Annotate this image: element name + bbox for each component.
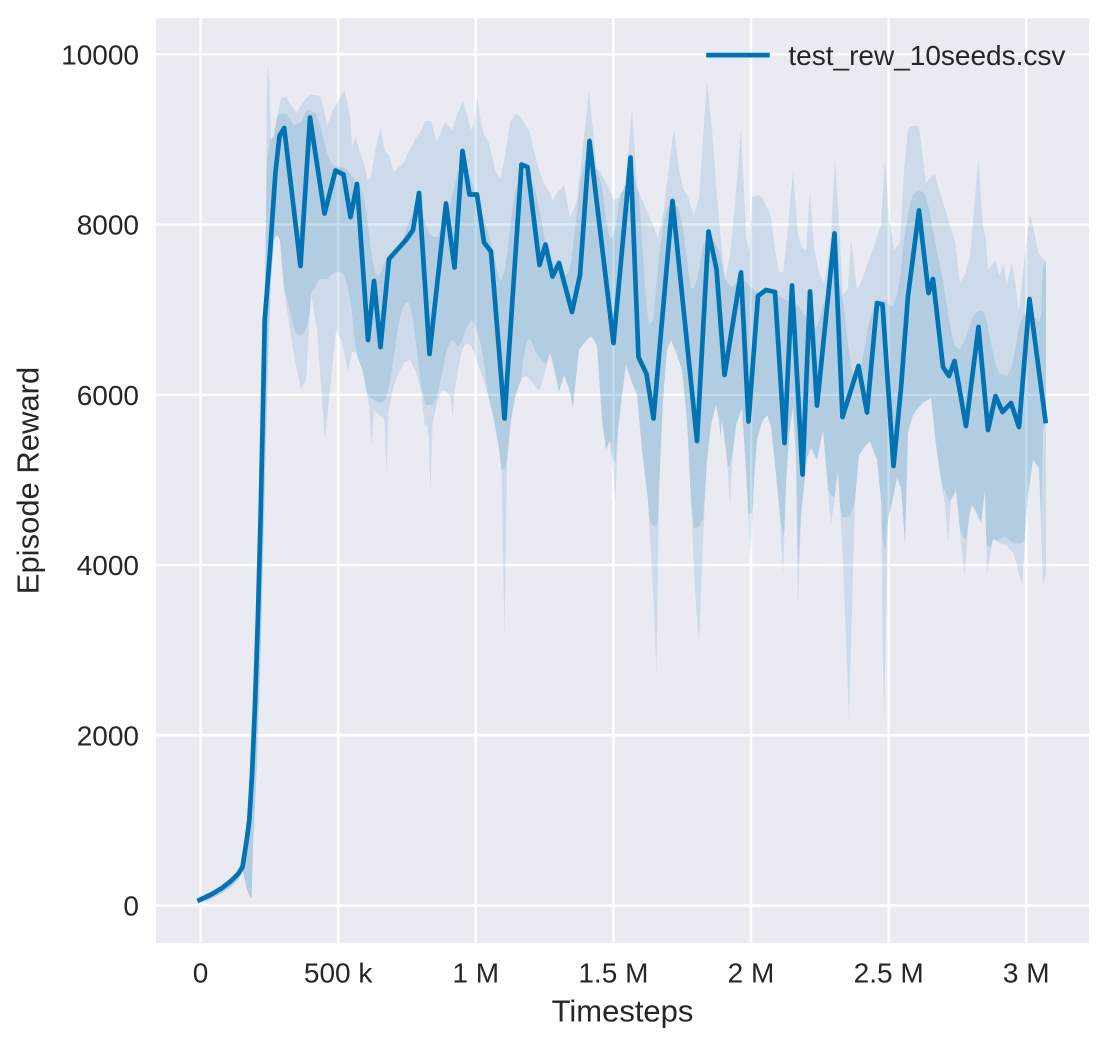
svg-text:1 M: 1 M <box>452 957 499 988</box>
svg-text:2000: 2000 <box>77 720 139 751</box>
svg-text:8000: 8000 <box>77 210 139 241</box>
svg-text:4000: 4000 <box>77 550 139 581</box>
svg-text:1.5 M: 1.5 M <box>578 957 648 988</box>
svg-text:2.5 M: 2.5 M <box>854 957 924 988</box>
svg-text:0: 0 <box>193 957 209 988</box>
svg-text:500 k: 500 k <box>304 957 373 988</box>
svg-text:10000: 10000 <box>61 39 139 70</box>
svg-text:3 M: 3 M <box>1003 957 1050 988</box>
svg-text:2 M: 2 M <box>728 957 775 988</box>
svg-text:Episode Reward: Episode Reward <box>11 367 46 594</box>
svg-text:Timesteps: Timesteps <box>552 994 694 1029</box>
svg-text:6000: 6000 <box>77 380 139 411</box>
svg-text:test_rew_10seeds.csv: test_rew_10seeds.csv <box>788 40 1065 71</box>
svg-text:0: 0 <box>123 891 139 922</box>
